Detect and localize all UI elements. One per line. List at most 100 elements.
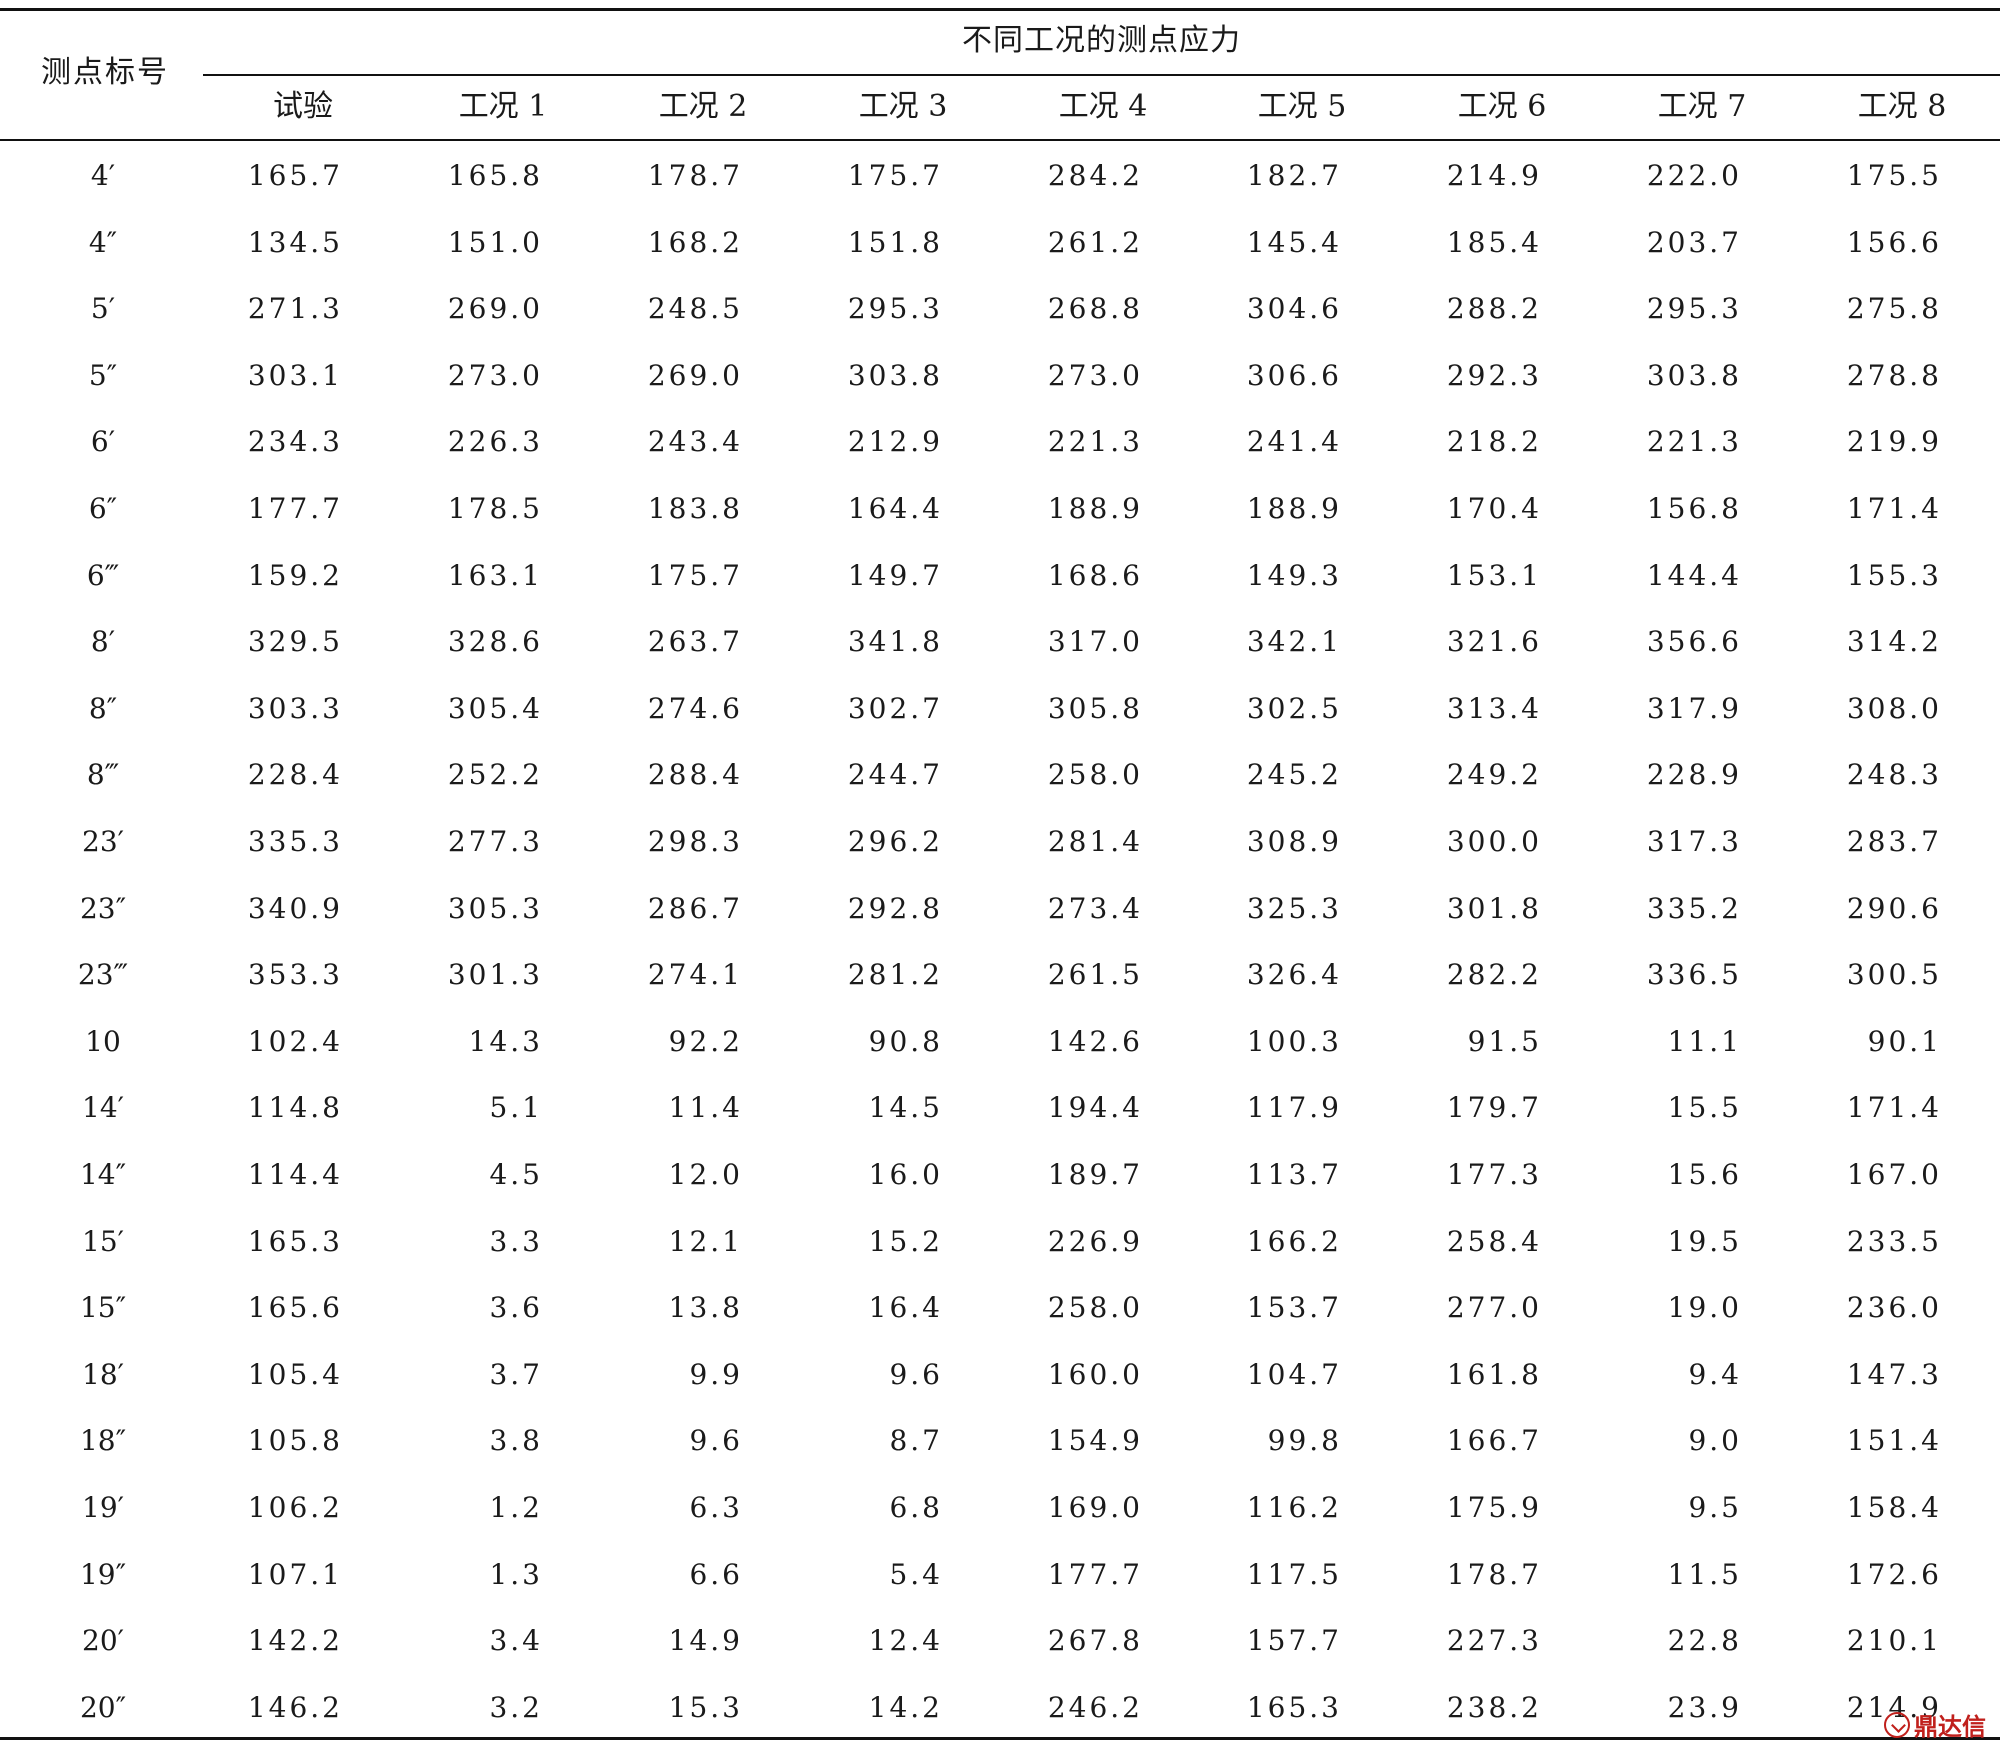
table-cell: 286.7 bbox=[647, 892, 743, 925]
table-cell: 134.5 bbox=[247, 226, 343, 259]
table-cell: 249.2 bbox=[1446, 758, 1542, 791]
table-cell: 342.1 bbox=[1246, 625, 1342, 658]
table-cell: 282.2 bbox=[1446, 958, 1542, 991]
row-label: 19′ bbox=[82, 1491, 124, 1524]
table-cell: 302.5 bbox=[1246, 692, 1342, 725]
table-cell: 228.9 bbox=[1646, 758, 1742, 791]
table-cell: 306.6 bbox=[1246, 359, 1342, 392]
table-cell: 158.4 bbox=[1846, 1491, 1942, 1524]
table-cell: 341.8 bbox=[847, 625, 943, 658]
table-cell: 6.8 bbox=[889, 1491, 943, 1524]
table-cell: 19.0 bbox=[1667, 1291, 1742, 1324]
table-cell: 248.5 bbox=[647, 292, 743, 325]
table-cell: 165.3 bbox=[1246, 1691, 1342, 1724]
table-cell: 273.4 bbox=[1047, 892, 1143, 925]
table-cell: 171.4 bbox=[1846, 492, 1942, 525]
table-cell: 23.9 bbox=[1667, 1691, 1742, 1724]
table-cell: 13.8 bbox=[668, 1291, 743, 1324]
table-cell: 156.6 bbox=[1846, 226, 1942, 259]
table-cell: 169.0 bbox=[1047, 1491, 1143, 1524]
table-cell: 11.5 bbox=[1667, 1558, 1742, 1591]
table-cell: 99.8 bbox=[1267, 1424, 1342, 1457]
table-cell: 236.0 bbox=[1846, 1291, 1942, 1324]
column-header: 工况 2 bbox=[658, 89, 748, 124]
table-cell: 301.8 bbox=[1446, 892, 1542, 925]
table-cell: 3.4 bbox=[489, 1624, 543, 1657]
table-cell: 304.6 bbox=[1246, 292, 1342, 325]
table-cell: 167.0 bbox=[1846, 1158, 1942, 1191]
table-cell: 106.2 bbox=[247, 1491, 343, 1524]
table-cell: 290.6 bbox=[1846, 892, 1942, 925]
table-cell: 177.7 bbox=[247, 492, 343, 525]
table-cell: 156.8 bbox=[1646, 492, 1742, 525]
column-header: 工况 6 bbox=[1457, 89, 1547, 124]
table-cell: 284.2 bbox=[1047, 159, 1143, 192]
table-cell: 308.0 bbox=[1846, 692, 1942, 725]
table-cell: 9.6 bbox=[889, 1358, 943, 1391]
table-cell: 317.0 bbox=[1047, 625, 1143, 658]
table-top-rule bbox=[0, 8, 2000, 11]
table-cell: 15.5 bbox=[1667, 1091, 1742, 1124]
table-cell: 271.3 bbox=[247, 292, 343, 325]
table-cell: 269.0 bbox=[647, 359, 743, 392]
table-cell: 149.3 bbox=[1246, 559, 1342, 592]
table-cell: 295.3 bbox=[1646, 292, 1742, 325]
table-cell: 163.1 bbox=[447, 559, 543, 592]
table-cell: 107.1 bbox=[247, 1558, 343, 1591]
row-label: 6″ bbox=[88, 492, 118, 525]
table-cell: 161.8 bbox=[1446, 1358, 1542, 1391]
table-cell: 326.4 bbox=[1246, 958, 1342, 991]
column-header: 试验 bbox=[273, 89, 333, 124]
table-cell: 300.0 bbox=[1446, 825, 1542, 858]
table-cell: 159.2 bbox=[247, 559, 343, 592]
table-cell: 164.4 bbox=[847, 492, 943, 525]
group-header-rule bbox=[203, 74, 2000, 76]
table-cell: 171.4 bbox=[1846, 1091, 1942, 1124]
row-label: 8″ bbox=[88, 692, 118, 725]
table-cell: 179.7 bbox=[1446, 1091, 1542, 1124]
row-label: 10 bbox=[85, 1025, 121, 1058]
table-cell: 3.8 bbox=[489, 1424, 543, 1457]
table-cell: 228.4 bbox=[247, 758, 343, 791]
table-cell: 275.8 bbox=[1846, 292, 1942, 325]
table-cell: 9.4 bbox=[1688, 1358, 1742, 1391]
row-label: 23‴ bbox=[77, 958, 129, 991]
table-cell: 243.4 bbox=[647, 425, 743, 458]
table-cell: 288.2 bbox=[1446, 292, 1542, 325]
table-cell: 283.7 bbox=[1846, 825, 1942, 858]
table-cell: 258.0 bbox=[1047, 758, 1143, 791]
row-label: 18″ bbox=[79, 1424, 127, 1457]
row-label: 8‴ bbox=[86, 758, 120, 791]
table-cell: 155.3 bbox=[1846, 559, 1942, 592]
table-cell: 9.5 bbox=[1688, 1491, 1742, 1524]
table-cell: 166.2 bbox=[1246, 1225, 1342, 1258]
table-cell: 261.2 bbox=[1047, 226, 1143, 259]
table-cell: 227.3 bbox=[1446, 1624, 1542, 1657]
table-cell: 114.4 bbox=[247, 1158, 343, 1191]
table-cell: 303.3 bbox=[247, 692, 343, 725]
table-cell: 178.7 bbox=[647, 159, 743, 192]
table-cell: 165.7 bbox=[247, 159, 343, 192]
table-cell: 170.4 bbox=[1446, 492, 1542, 525]
table-cell: 329.5 bbox=[247, 625, 343, 658]
table-cell: 105.4 bbox=[247, 1358, 343, 1391]
table-cell: 298.3 bbox=[647, 825, 743, 858]
table-cell: 104.7 bbox=[1246, 1358, 1342, 1391]
table-cell: 12.0 bbox=[668, 1158, 743, 1191]
table-cell: 336.5 bbox=[1646, 958, 1742, 991]
row-label: 14′ bbox=[82, 1091, 124, 1124]
table-cell: 16.0 bbox=[868, 1158, 943, 1191]
table-cell: 314.2 bbox=[1846, 625, 1942, 658]
table-cell: 305.8 bbox=[1047, 692, 1143, 725]
watermark-text: 鼎达信 bbox=[1914, 1713, 1986, 1741]
table-cell: 142.2 bbox=[247, 1624, 343, 1657]
table-cell: 210.1 bbox=[1846, 1624, 1942, 1657]
table-cell: 102.4 bbox=[247, 1025, 343, 1058]
table-cell: 9.9 bbox=[689, 1358, 743, 1391]
table-cell: 317.3 bbox=[1646, 825, 1742, 858]
table-cell: 305.4 bbox=[447, 692, 543, 725]
table-cell: 252.2 bbox=[447, 758, 543, 791]
column-header: 工况 1 bbox=[458, 89, 548, 124]
table-cell: 296.2 bbox=[847, 825, 943, 858]
header-rule bbox=[0, 139, 2000, 141]
